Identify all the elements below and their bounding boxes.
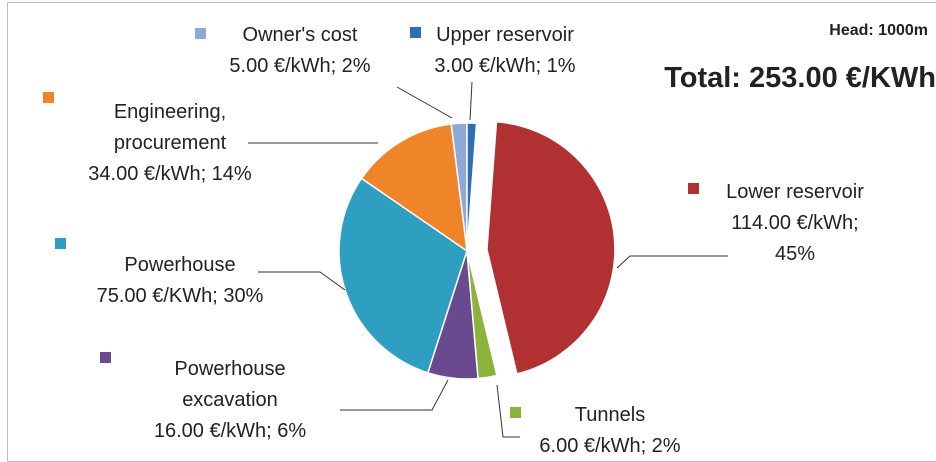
legend-swatch xyxy=(510,407,521,418)
legend-swatch xyxy=(100,352,111,363)
category-label: Engineering, procurement xyxy=(113,101,227,154)
chart-title: Total: 253.00 €/KWh xyxy=(664,62,936,94)
data-label: Engineering, procurement 34.00 €/kWh; 14… xyxy=(70,97,270,190)
data-label: Tunnels 6.00 €/kWh; 2% xyxy=(520,400,700,462)
pie-slice xyxy=(466,122,478,252)
data-label: Powerhouse excavation 16.00 €/kWh; 6% xyxy=(130,354,330,447)
value-label: 6.00 €/kWh; 2% xyxy=(539,435,681,457)
value-label: 3.00 €/kWh; 1% xyxy=(434,55,576,77)
legend-swatch xyxy=(55,238,66,249)
data-label: Powerhouse 75.00 €/KWh; 30% xyxy=(75,250,285,312)
leader-line xyxy=(469,81,473,121)
pie-slice xyxy=(486,120,616,375)
data-label: Upper reservoir 3.00 €/kWh; 1% xyxy=(420,20,590,82)
category-label: Tunnels xyxy=(574,404,646,426)
legend-swatch xyxy=(43,92,54,103)
value-label: 75.00 €/KWh; 30% xyxy=(96,285,264,307)
value-label: 114.00 €/kWh; 45% xyxy=(731,212,859,265)
leader-line xyxy=(258,271,346,291)
data-label: Owner's cost 5.00 €/kWh; 2% xyxy=(210,20,390,82)
category-label: Powerhouse xyxy=(124,254,236,276)
pie-slice xyxy=(466,250,498,380)
legend-swatch xyxy=(688,183,699,194)
category-label: Powerhouse excavation xyxy=(174,358,286,411)
value-label: 34.00 €/kWh; 14% xyxy=(88,163,252,185)
category-label: Owner's cost xyxy=(242,24,358,46)
leader-line xyxy=(340,379,449,411)
value-label: 16.00 €/kWh; 6% xyxy=(153,420,307,442)
leader-line xyxy=(396,86,453,119)
legend-swatch xyxy=(195,28,206,39)
category-label: Upper reservoir xyxy=(436,24,574,46)
category-label: Lower reservoir xyxy=(726,181,864,203)
legend-swatch xyxy=(410,27,421,38)
value-label: 5.00 €/kWh; 2% xyxy=(229,55,371,77)
annotation: Head: 1000m xyxy=(829,22,928,39)
leader-line xyxy=(496,384,520,438)
pie-slice xyxy=(360,123,468,253)
pie-slice xyxy=(338,177,468,374)
data-label: Lower reservoir 114.00 €/kWh; 45% xyxy=(710,177,880,270)
leader-line xyxy=(616,255,728,269)
